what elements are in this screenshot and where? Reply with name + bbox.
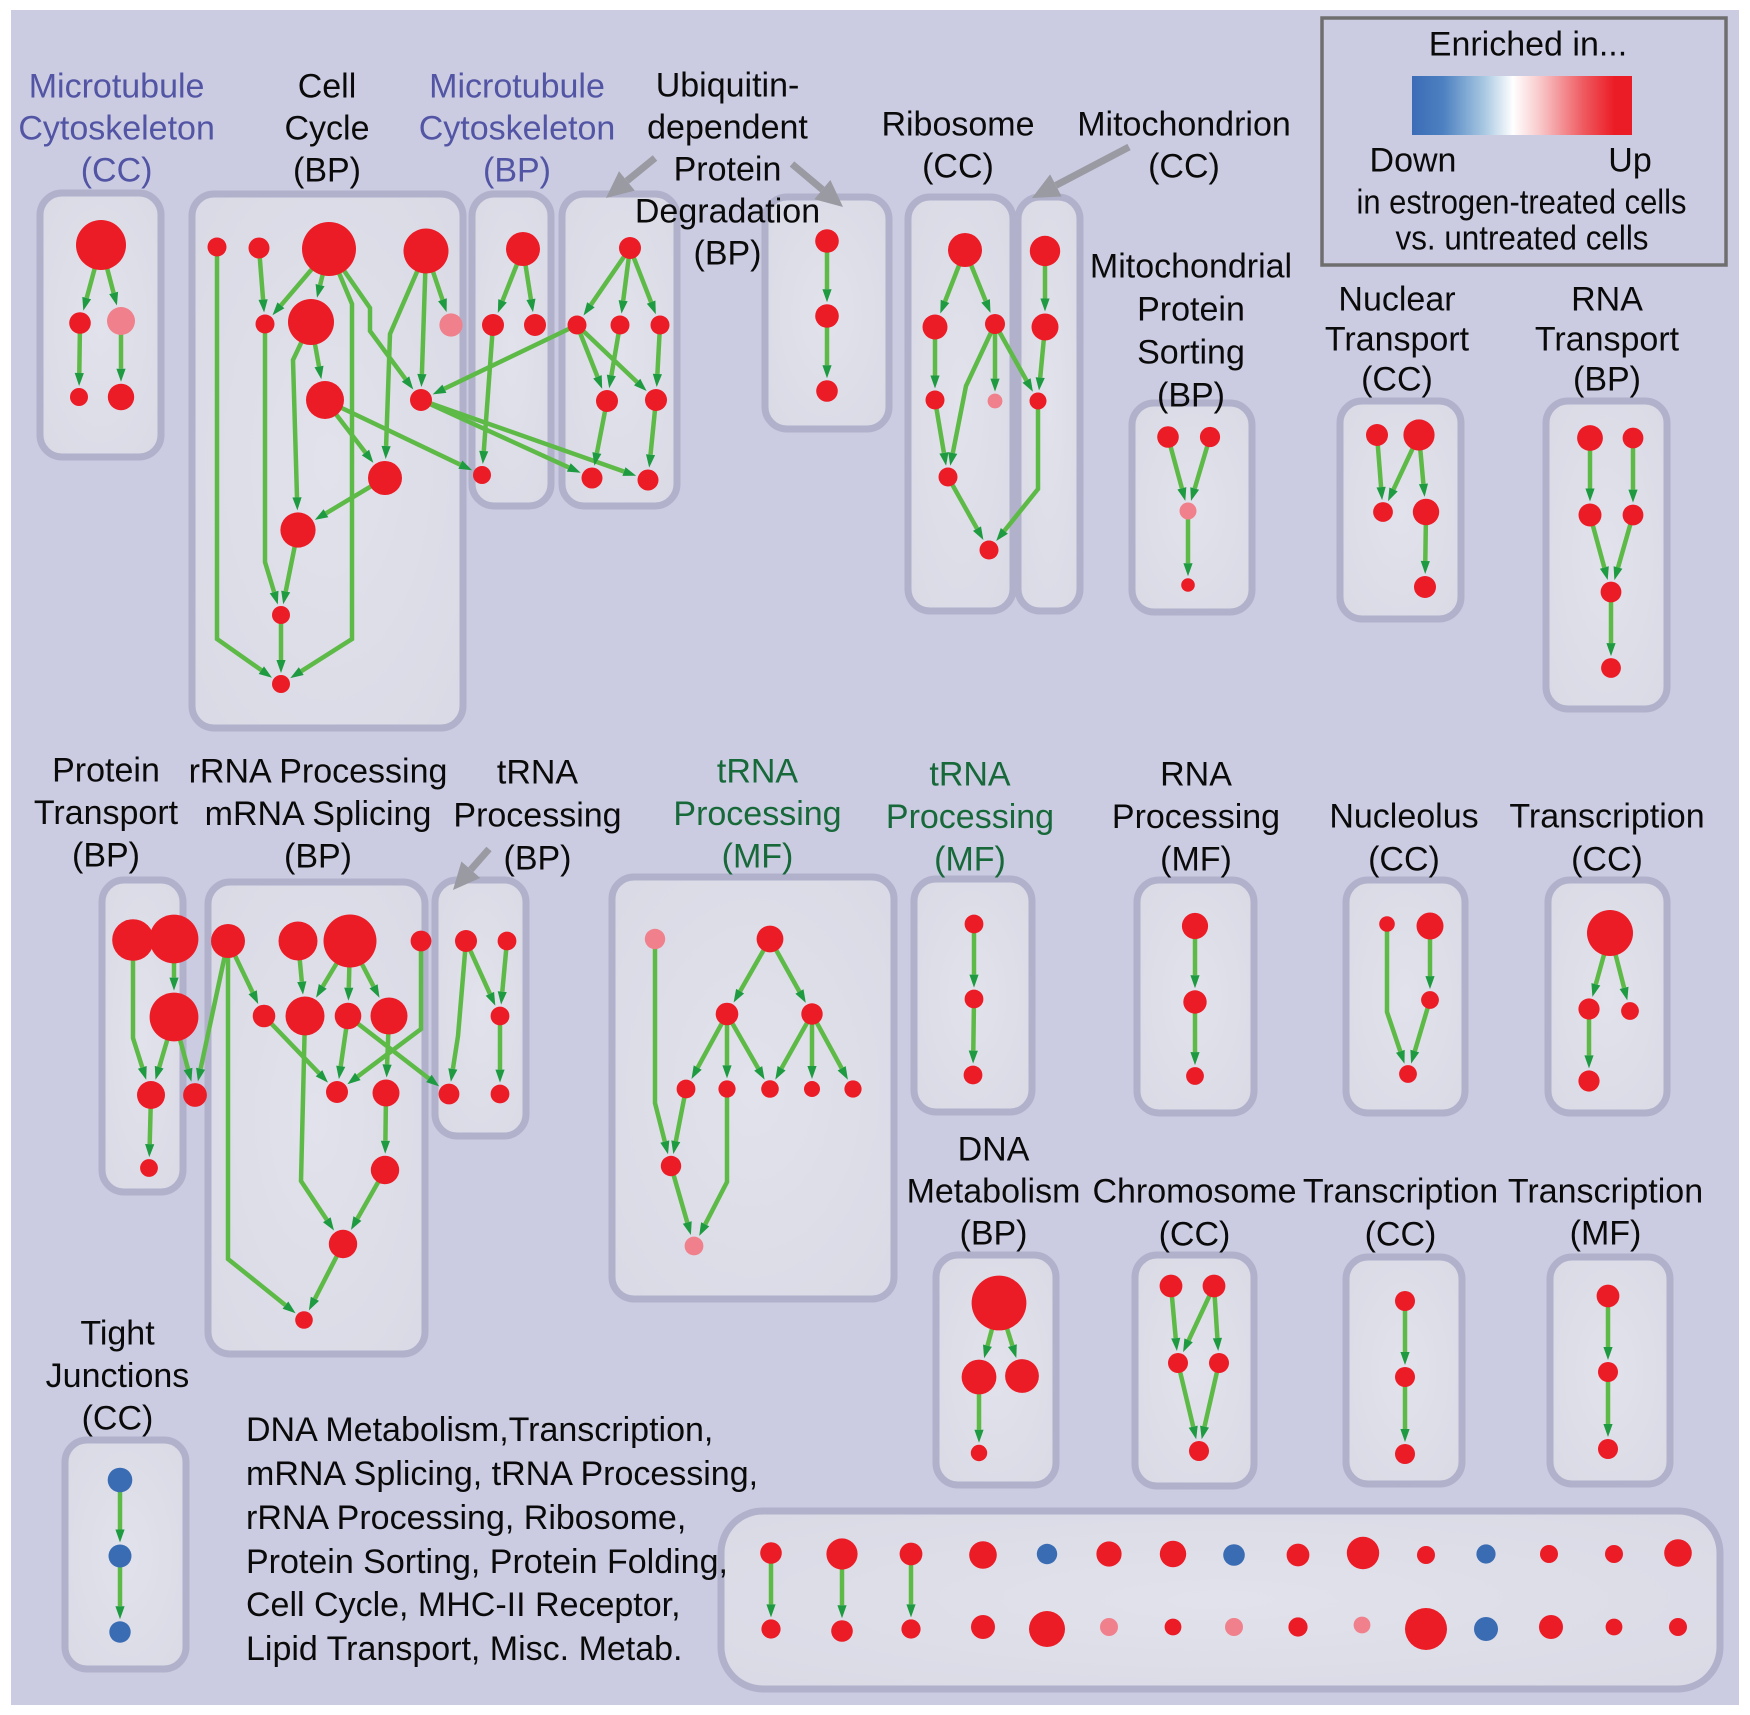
svg-text:DNA: DNA: [958, 1131, 1030, 1169]
svg-text:(MF): (MF): [1570, 1215, 1642, 1253]
svg-text:(BP): (BP): [504, 840, 572, 878]
svg-text:in estrogen-treated cells: in estrogen-treated cells: [1357, 184, 1687, 222]
svg-text:(BP): (BP): [72, 837, 140, 875]
svg-text:(BP): (BP): [1157, 377, 1225, 415]
svg-text:Chromosome: Chromosome: [1092, 1173, 1296, 1211]
svg-text:(BP): (BP): [694, 235, 762, 273]
svg-text:Microtubule: Microtubule: [429, 68, 605, 106]
svg-text:Transcription: Transcription: [1508, 1173, 1703, 1211]
svg-text:Nuclear: Nuclear: [1338, 281, 1455, 319]
svg-text:Mitochondrion: Mitochondrion: [1077, 106, 1291, 144]
svg-text:(BP): (BP): [483, 152, 551, 190]
svg-text:Cell Cycle, MHC-II Receptor,: Cell Cycle, MHC-II Receptor,: [246, 1586, 681, 1624]
svg-text:Up: Up: [1608, 142, 1651, 180]
svg-text:RNA: RNA: [1160, 756, 1232, 794]
svg-text:(CC): (CC): [1368, 841, 1440, 879]
svg-text:(CC): (CC): [1361, 361, 1433, 399]
svg-text:Transcription: Transcription: [1509, 798, 1704, 836]
svg-text:mRNA Splicing: mRNA Splicing: [205, 795, 432, 833]
svg-text:(CC): (CC): [1148, 148, 1220, 186]
svg-text:Transcription: Transcription: [1303, 1173, 1498, 1211]
svg-text:Lipid Transport, Misc. Metab.: Lipid Transport, Misc. Metab.: [246, 1630, 683, 1668]
svg-text:Mitochondrial: Mitochondrial: [1090, 248, 1292, 286]
svg-text:(MF): (MF): [722, 838, 794, 876]
svg-text:(CC): (CC): [1571, 841, 1643, 879]
svg-text:(BP): (BP): [284, 838, 352, 876]
svg-text:Junctions: Junctions: [46, 1357, 190, 1395]
svg-text:Processing: Processing: [886, 798, 1054, 836]
svg-text:rRNA Processing: rRNA Processing: [189, 753, 448, 791]
svg-text:(MF): (MF): [934, 841, 1006, 879]
svg-text:Ubiquitin-: Ubiquitin-: [656, 67, 800, 105]
svg-text:Microtubule: Microtubule: [29, 68, 205, 106]
svg-text:vs. untreated cells: vs. untreated cells: [1396, 220, 1649, 258]
svg-text:(CC): (CC): [82, 1400, 154, 1438]
svg-text:Protein Sorting, Protein Foldi: Protein Sorting, Protein Folding,: [246, 1543, 728, 1581]
svg-text:(BP): (BP): [293, 152, 361, 190]
svg-text:tRNA: tRNA: [717, 753, 799, 791]
svg-text:Transport: Transport: [34, 794, 179, 832]
svg-text:(CC): (CC): [1159, 1216, 1231, 1254]
svg-text:Transport: Transport: [1535, 321, 1680, 359]
svg-text:(CC): (CC): [922, 148, 994, 186]
svg-text:Nucleolus: Nucleolus: [1329, 798, 1478, 836]
svg-text:RNA: RNA: [1571, 281, 1643, 319]
svg-text:rRNA Processing, Ribosome,: rRNA Processing, Ribosome,: [246, 1499, 686, 1537]
svg-text:Tight: Tight: [80, 1315, 155, 1353]
svg-text:Transport: Transport: [1325, 321, 1470, 359]
svg-text:Cytoskeleton: Cytoskeleton: [419, 110, 616, 148]
svg-text:Processing: Processing: [673, 795, 841, 833]
svg-text:tRNA: tRNA: [929, 756, 1011, 794]
svg-text:Processing: Processing: [1112, 798, 1280, 836]
svg-text:tRNA: tRNA: [497, 754, 579, 792]
svg-text:(BP): (BP): [1573, 361, 1641, 399]
svg-text:Protein: Protein: [674, 151, 782, 189]
svg-text:(CC): (CC): [81, 152, 153, 190]
svg-text:Protein: Protein: [1137, 291, 1245, 329]
svg-text:Protein: Protein: [52, 752, 160, 790]
svg-text:Ribosome: Ribosome: [881, 106, 1034, 144]
svg-text:Processing: Processing: [453, 797, 621, 835]
svg-text:(CC): (CC): [1365, 1216, 1437, 1254]
svg-text:Metabolism: Metabolism: [907, 1173, 1081, 1211]
svg-text:mRNA Splicing, tRNA Processing: mRNA Splicing, tRNA Processing,: [246, 1455, 758, 1493]
svg-text:Sorting: Sorting: [1137, 334, 1245, 372]
svg-text:(MF): (MF): [1160, 841, 1232, 879]
svg-text:dependent: dependent: [647, 109, 808, 147]
svg-text:Down: Down: [1370, 142, 1457, 180]
svg-text:Cytoskeleton: Cytoskeleton: [18, 110, 215, 148]
svg-text:Cycle: Cycle: [284, 110, 369, 148]
svg-text:Cell: Cell: [298, 68, 357, 106]
svg-text:(BP): (BP): [960, 1215, 1028, 1253]
svg-text:Enriched in...: Enriched in...: [1429, 26, 1627, 64]
svg-text:DNA Metabolism,Transcription,: DNA Metabolism,Transcription,: [246, 1411, 713, 1449]
svg-text:Degradation: Degradation: [635, 193, 820, 231]
